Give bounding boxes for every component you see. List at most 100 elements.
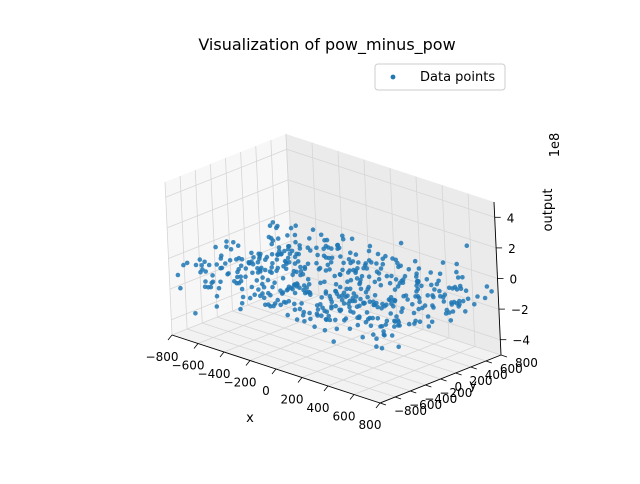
data-point (288, 285, 294, 291)
data-point (252, 292, 257, 298)
data-point (270, 220, 276, 225)
data-point (327, 317, 333, 323)
data-point (292, 307, 298, 313)
data-point (383, 322, 389, 327)
data-point (308, 316, 313, 322)
x-tick (297, 377, 303, 383)
data-point (414, 274, 419, 279)
data-point (378, 282, 384, 288)
data-point (323, 317, 329, 322)
data-point (209, 280, 214, 286)
data-point (333, 317, 338, 323)
data-point (299, 301, 304, 306)
z-tick-label: 0 (510, 273, 518, 287)
data-point (305, 261, 311, 267)
y-grid-line (202, 322, 411, 392)
data-point (293, 223, 299, 228)
data-point (210, 273, 215, 278)
data-point (307, 310, 312, 316)
x-tick (349, 394, 355, 400)
data-point (290, 272, 296, 278)
data-point (239, 257, 245, 262)
data-point (346, 257, 352, 262)
z-tick-label: 4 (507, 211, 515, 225)
data-point (378, 324, 383, 329)
y-tick-label: 0 (455, 380, 463, 394)
data-point (426, 324, 432, 329)
data-point (285, 312, 291, 318)
data-point (379, 306, 384, 311)
y-tick (440, 378, 447, 382)
scatter-points (175, 220, 494, 351)
data-point (389, 301, 394, 307)
data-point (289, 248, 295, 254)
data-point (297, 306, 303, 312)
x-tick-label: −400 (198, 367, 231, 381)
data-point (357, 314, 362, 319)
data-point (367, 299, 373, 305)
data-point (231, 240, 236, 245)
data-point (256, 251, 262, 257)
data-point (339, 297, 345, 303)
data-point (323, 268, 329, 273)
data-point (415, 278, 421, 284)
data-point (269, 270, 275, 276)
z-offset-label: 1e8 (548, 133, 563, 158)
data-point (202, 284, 208, 290)
data-point (260, 275, 265, 280)
data-point (297, 243, 302, 248)
data-point (364, 266, 370, 271)
data-point (312, 324, 317, 330)
data-point (265, 277, 271, 283)
x-tick-label: −200 (224, 376, 257, 390)
data-point (319, 313, 324, 319)
data-point (380, 261, 386, 267)
data-point (315, 307, 321, 312)
data-point (282, 248, 287, 254)
data-point (425, 293, 431, 298)
data-point (318, 302, 323, 307)
data-point (339, 293, 345, 299)
data-point (263, 302, 268, 308)
data-point (417, 299, 422, 305)
data-point (243, 274, 248, 280)
data-point (411, 310, 417, 316)
data-point (268, 304, 273, 309)
data-point (235, 243, 241, 248)
data-point (272, 280, 277, 286)
data-point (219, 253, 224, 258)
data-point (333, 303, 339, 309)
data-point (441, 299, 447, 304)
data-point (345, 293, 350, 299)
y-tick (394, 396, 402, 400)
data-point (347, 286, 353, 292)
data-point (393, 277, 399, 282)
data-point (402, 273, 408, 279)
data-point (372, 279, 378, 285)
data-point (331, 339, 337, 344)
y-tick-label: 400 (485, 368, 508, 382)
data-point (302, 290, 308, 296)
data-point (438, 294, 443, 299)
data-point (256, 287, 261, 292)
data-point (416, 306, 422, 312)
data-point (254, 278, 260, 283)
data-point (323, 255, 329, 260)
data-point (374, 344, 379, 349)
axis-lines (167, 201, 508, 409)
data-point (354, 276, 360, 281)
x-tick-label: −600 (172, 359, 205, 373)
data-point (327, 293, 333, 299)
y-tick-label: 600 (500, 362, 523, 376)
data-point (304, 285, 310, 291)
data-point (413, 318, 418, 324)
data-point (348, 250, 353, 256)
z-grid-line (290, 240, 500, 310)
data-point (270, 238, 276, 243)
data-point (382, 333, 387, 338)
data-point (429, 319, 435, 325)
data-point (406, 321, 412, 327)
data-point (238, 306, 243, 312)
data-point (463, 288, 469, 294)
data-point (340, 233, 345, 239)
